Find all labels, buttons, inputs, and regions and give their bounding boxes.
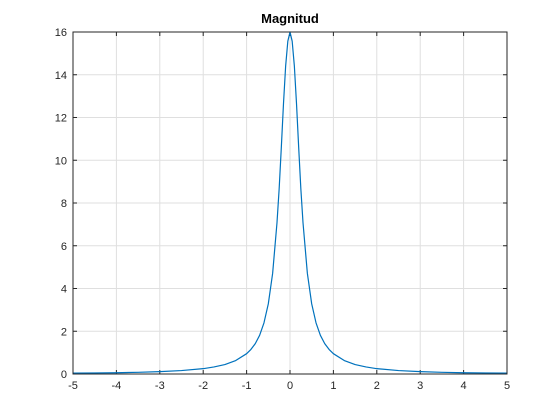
y-tick-label: 16 [55, 27, 67, 39]
y-tick-label: 4 [61, 284, 67, 296]
x-tick-label: 3 [417, 380, 423, 392]
y-tick-label: 8 [61, 198, 67, 210]
y-tick-label: 12 [55, 113, 67, 125]
y-tick-labels: 0 2 4 6 8 10 12 14 16 [55, 27, 67, 381]
x-tick-label: -1 [242, 380, 252, 392]
y-tick-label: 14 [55, 70, 67, 82]
x-tick-label: 0 [287, 380, 293, 392]
chart-title: Magnitud [261, 11, 319, 26]
x-tick-label: 1 [330, 380, 336, 392]
y-tick-label: 2 [61, 326, 67, 338]
x-tick-label: 5 [504, 380, 510, 392]
x-tick-label: -4 [112, 380, 122, 392]
x-tick-label: -3 [155, 380, 165, 392]
y-tick-label: 0 [61, 369, 67, 381]
x-tick-label: 4 [461, 380, 467, 392]
grid-lines [73, 32, 507, 374]
x-tick-labels: -5 -4 -3 -2 -1 0 1 2 3 4 5 [68, 380, 510, 392]
x-tick-label: -2 [198, 380, 208, 392]
y-tick-label: 6 [61, 241, 67, 253]
x-tick-label: 2 [374, 380, 380, 392]
plot-frame [72, 31, 508, 375]
x-tick-label: -5 [68, 380, 78, 392]
y-tick-label: 10 [55, 155, 67, 167]
